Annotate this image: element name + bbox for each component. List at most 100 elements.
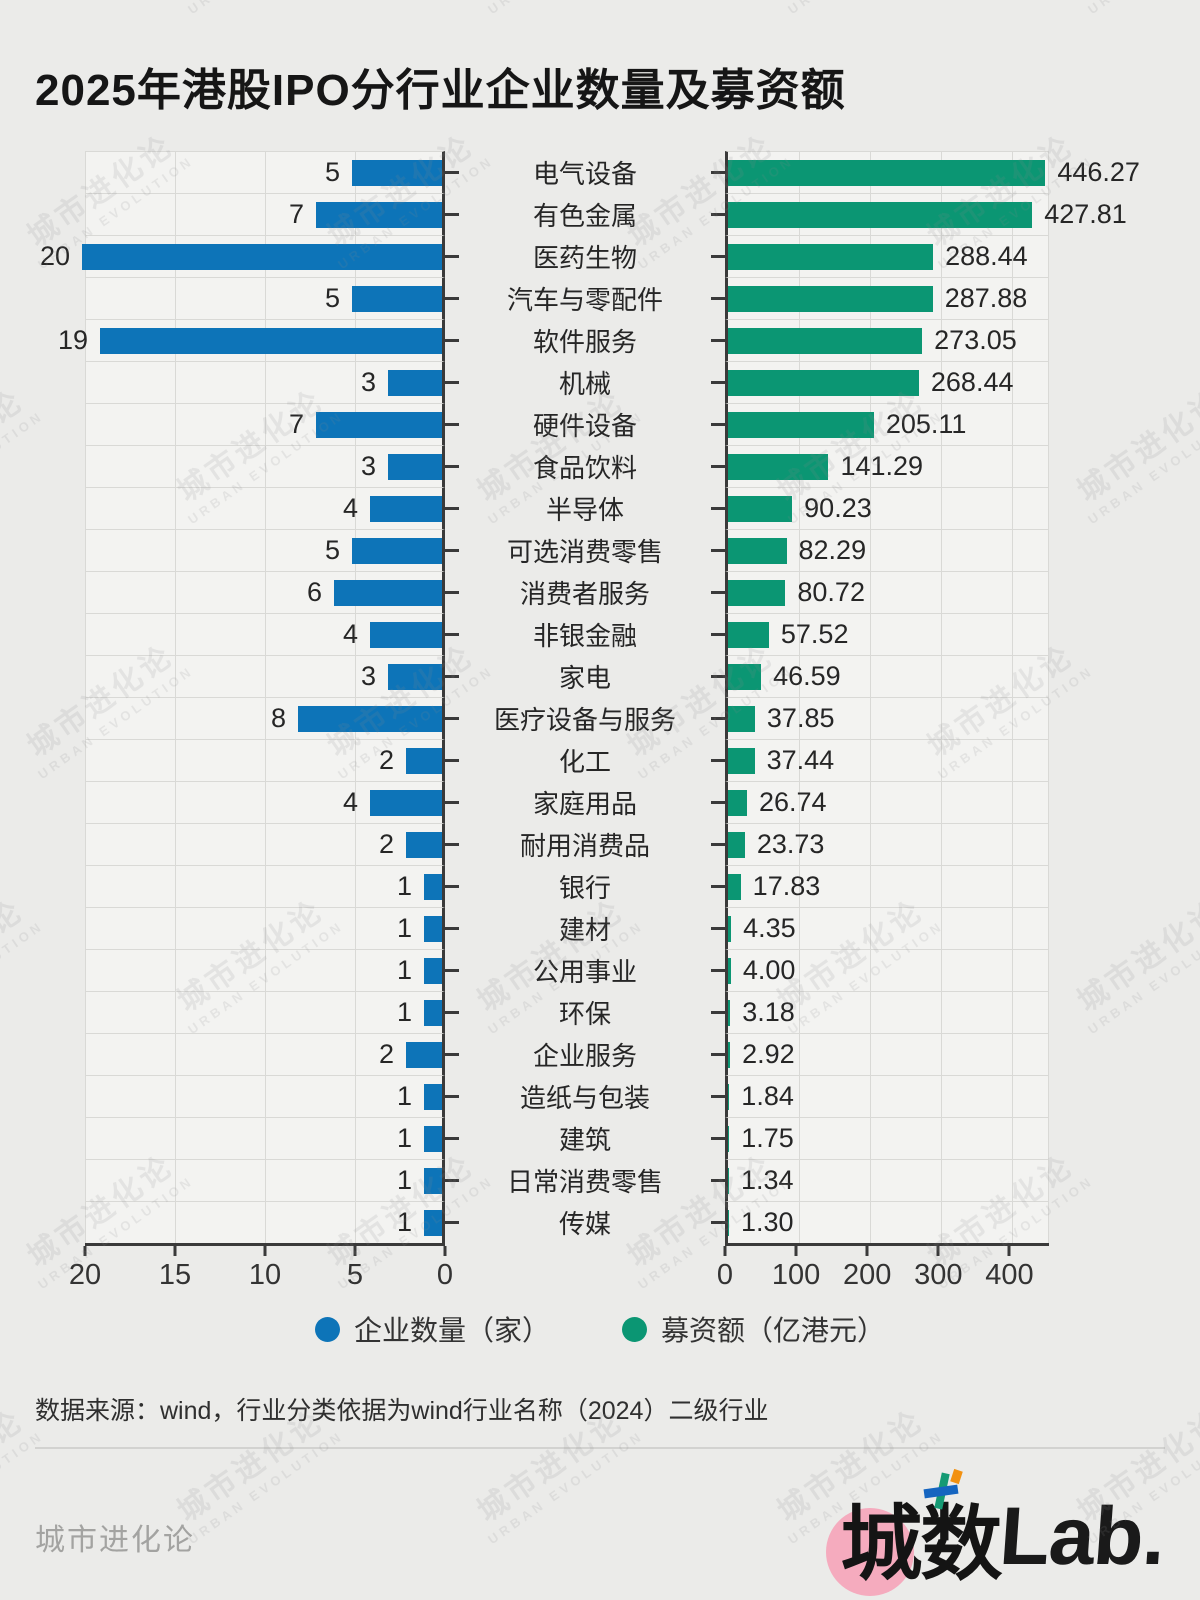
right-axis-tick	[711, 716, 725, 720]
category-label: 造纸与包装	[519, 1082, 650, 1113]
count-value-label: 4	[342, 787, 358, 817]
count-legend-dot-icon	[314, 1316, 340, 1342]
category-cell: 可选消费零售	[445, 529, 725, 571]
chart-row: 7 硬件设备 205.11	[0, 403, 1200, 445]
left-axis-tick	[445, 842, 459, 846]
category-cell: 银行	[445, 865, 725, 907]
amount-plot-cell: 205.11	[725, 403, 1049, 445]
right-axis-tick	[711, 422, 725, 426]
category-label: 环保	[558, 998, 611, 1029]
left-axis-tick	[445, 464, 459, 468]
chart-row: 1 日常消费零售 1.34	[0, 1159, 1200, 1201]
right-axis-tick	[711, 548, 725, 552]
count-value-label: 6	[306, 577, 322, 607]
x-axis-tick-label: 300	[914, 1259, 963, 1291]
amount-plot-cell: 57.52	[725, 613, 1049, 655]
left-axis-tick	[445, 296, 459, 300]
count-plot-cell: 1	[85, 1075, 445, 1117]
left-axis-tick	[445, 506, 459, 510]
amount-plot-cell: 1.84	[725, 1075, 1049, 1117]
logo-char-cheng: 城	[840, 1499, 922, 1590]
count-bar	[424, 1168, 442, 1194]
count-bar	[334, 580, 442, 606]
left-axis-tick	[445, 716, 459, 720]
right-axis-tick	[711, 170, 725, 174]
category-label: 耐用消费品	[519, 830, 650, 861]
x-axis-tick-label: 5	[346, 1259, 364, 1291]
category-label: 有色金属	[532, 200, 637, 231]
amount-bar	[728, 958, 731, 984]
amount-value-label: 273.05	[934, 325, 1017, 355]
x-axis-tick-label: 0	[436, 1259, 454, 1291]
chart-row: 2 化工 37.44	[0, 739, 1200, 781]
amount-value-label: 4.35	[743, 913, 796, 943]
amount-plot-cell: 90.23	[725, 487, 1049, 529]
count-value-label: 2	[378, 829, 394, 859]
amount-value-label: 446.27	[1057, 157, 1140, 187]
count-value-label: 1	[396, 997, 412, 1027]
category-cell: 硬件设备	[445, 403, 725, 445]
chart-row: 19 软件服务 273.05	[0, 319, 1200, 361]
count-plot-cell: 1	[85, 1201, 445, 1243]
amount-bar	[728, 286, 933, 312]
amount-plot-cell: 37.44	[725, 739, 1049, 781]
category-cell: 家庭用品	[445, 781, 725, 823]
x-axis-tick	[263, 1246, 267, 1256]
count-plot-cell: 1	[85, 991, 445, 1033]
right-axis-tick	[711, 632, 725, 636]
amount-bar	[728, 1000, 731, 1026]
left-axis-tick	[445, 1010, 459, 1014]
count-bar	[424, 916, 442, 942]
chart-row: 5 电气设备 446.27	[0, 151, 1200, 193]
left-axis-tick	[445, 590, 459, 594]
count-bar	[352, 286, 442, 312]
category-label: 非银金融	[532, 620, 637, 651]
category-label: 半导体	[545, 494, 624, 525]
amount-bar	[728, 874, 741, 900]
category-cell: 传媒	[445, 1201, 725, 1243]
left-axis-tick	[445, 212, 459, 216]
count-bar	[424, 1210, 442, 1236]
count-plot-cell: 5	[85, 277, 445, 319]
category-label: 公用事业	[532, 956, 637, 987]
amount-plot-cell: 17.83	[725, 865, 1049, 907]
amount-bar	[728, 748, 755, 774]
category-cell: 机械	[445, 361, 725, 403]
chart-row: 1 环保 3.18	[0, 991, 1200, 1033]
count-value-label: 4	[342, 619, 358, 649]
right-axis-tick	[711, 380, 725, 384]
chart-row: 1 建筑 1.75	[0, 1117, 1200, 1159]
category-label: 化工	[558, 746, 611, 777]
amount-value-label: 82.29	[798, 535, 867, 565]
brand-text: 城市进化论	[35, 1523, 195, 1557]
amount-value-label: 80.72	[797, 577, 865, 607]
amount-plot-cell: 268.44	[725, 361, 1049, 403]
chart-row: 1 传媒 1.30	[0, 1201, 1200, 1243]
amount-value-label: 1.30	[741, 1207, 794, 1237]
source-note: 数据来源：wind，行业分类依据为wind行业名称（2024）二级行业	[35, 1397, 769, 1425]
amount-bar	[728, 1042, 731, 1068]
left-axis-tick	[445, 1052, 459, 1056]
x-axis-tick-label: 400	[985, 1259, 1034, 1291]
left-axis-tick	[445, 338, 459, 342]
category-cell: 汽车与零配件	[445, 277, 725, 319]
amount-bar	[728, 202, 1033, 228]
amount-plot-cell: 80.72	[725, 571, 1049, 613]
category-cell: 化工	[445, 739, 725, 781]
left-axis-tick	[445, 1220, 459, 1224]
right-axis-tick	[711, 800, 725, 804]
count-bar	[424, 874, 442, 900]
amount-value-label: 26.74	[759, 787, 827, 817]
count-plot-cell: 20	[40, 235, 445, 277]
count-value-label: 3	[360, 451, 376, 481]
count-plot-cell: 2	[85, 1033, 445, 1075]
count-plot-cell: 7	[85, 403, 445, 445]
left-axis-tick	[445, 170, 459, 174]
left-axis-tick	[445, 800, 459, 804]
amount-bar	[728, 1126, 730, 1152]
amount-value-label: 17.83	[752, 871, 821, 901]
category-cell: 环保	[445, 991, 725, 1033]
count-value-label: 3	[360, 367, 376, 397]
x-axis-tick	[794, 1246, 798, 1256]
